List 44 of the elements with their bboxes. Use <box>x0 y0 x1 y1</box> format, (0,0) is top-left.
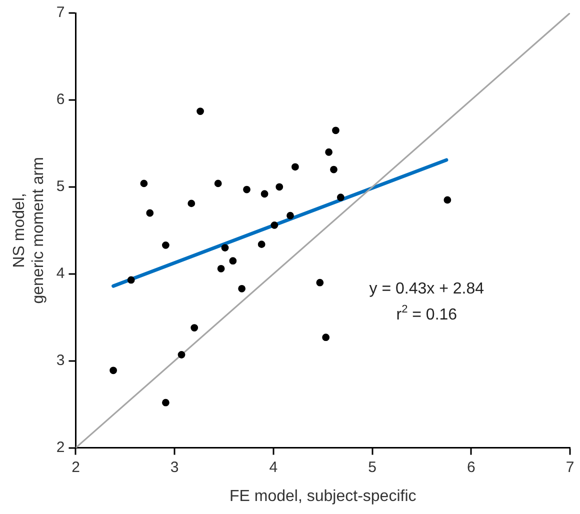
point <box>322 334 330 342</box>
y-tick-label: 5 <box>56 178 65 196</box>
point <box>229 257 237 265</box>
x-tick-label: 6 <box>466 458 476 476</box>
x-tick-label: 5 <box>368 458 376 476</box>
point <box>178 351 186 358</box>
point <box>190 324 198 332</box>
x-tick-label: 4 <box>269 458 278 476</box>
point <box>286 212 294 220</box>
y-tick-label: 7 <box>56 4 65 22</box>
point <box>146 209 154 217</box>
y-tick-label: 4 <box>56 265 65 282</box>
point <box>162 398 170 406</box>
point <box>330 166 338 174</box>
point <box>336 194 344 202</box>
point <box>162 241 170 249</box>
y-tick-label: 6 <box>56 91 65 108</box>
x-axis-title: FE model, subject-specific <box>230 488 416 505</box>
point <box>188 200 196 208</box>
point <box>243 186 250 194</box>
point <box>291 163 299 171</box>
y-tick-label: 3 <box>56 352 65 369</box>
point <box>110 366 118 374</box>
point <box>221 244 229 252</box>
point <box>127 276 135 284</box>
point <box>325 148 332 156</box>
point <box>238 284 246 292</box>
point <box>260 190 268 198</box>
y-axis-title: NS model, generic moment arm <box>11 157 48 304</box>
point <box>332 126 340 134</box>
point <box>140 180 148 188</box>
y-tick-label: 2 <box>56 438 65 456</box>
x-tick-label: 3 <box>170 458 179 476</box>
annotation: y = 0.43x + 2.84 <box>369 280 484 298</box>
point <box>276 183 284 191</box>
point <box>270 221 278 229</box>
x-tick-label: 2 <box>72 458 80 476</box>
point <box>258 240 266 248</box>
point <box>316 278 324 286</box>
x-tick-label: 7 <box>566 458 574 476</box>
point <box>196 108 204 115</box>
point <box>444 196 452 204</box>
point <box>214 180 222 188</box>
point <box>217 264 225 272</box>
